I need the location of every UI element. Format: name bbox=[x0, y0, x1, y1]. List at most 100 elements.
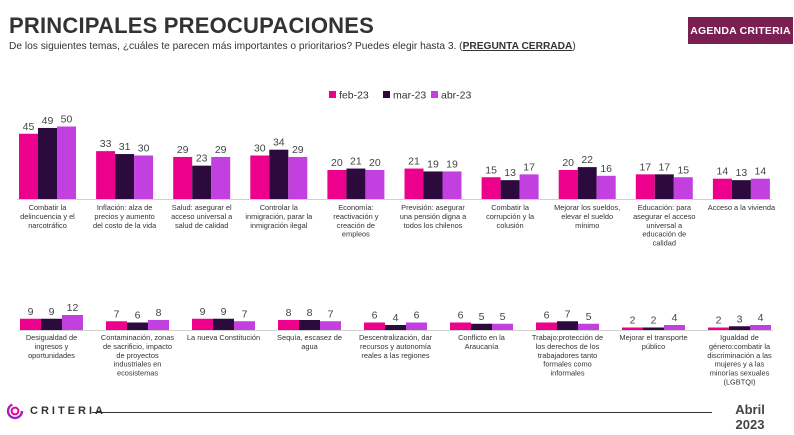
category-label-p2-c6: Conflicto en la Araucanía bbox=[458, 333, 506, 351]
data-label-abr-23-p2-c9: 4 bbox=[758, 312, 764, 324]
date-year: 2023 bbox=[735, 417, 765, 432]
data-label-mar-23-p1-c5: 21 bbox=[350, 156, 362, 168]
data-label-abr-23-p1-c4: 29 bbox=[292, 144, 304, 156]
bar-feb-23-p2-c4 bbox=[278, 320, 299, 330]
data-label-abr-23-p1-c6: 19 bbox=[446, 158, 458, 170]
legend-swatch-mar-23 bbox=[383, 91, 390, 98]
bar-abr-23-p1-c1 bbox=[57, 126, 76, 199]
data-label-abr-23-p1-c7: 17 bbox=[523, 161, 535, 173]
bar-feb-23-p2-c9 bbox=[708, 327, 729, 330]
bar-feb-23-p2-c8 bbox=[622, 327, 643, 330]
bar-abr-23-p1-c4 bbox=[288, 156, 308, 199]
criteria-logo-icon bbox=[6, 402, 24, 420]
bar-feb-23-p1-c5 bbox=[327, 170, 347, 199]
bar-mar-23-p2-c3 bbox=[213, 318, 234, 330]
category-label-p1-c2: Inflación: alza de precios y aumento del c… bbox=[93, 203, 157, 230]
bar-feb-23-p2-c7 bbox=[536, 322, 557, 330]
legend-swatch-feb-23 bbox=[329, 91, 336, 98]
data-label-abr-23-p1-c3: 29 bbox=[215, 144, 227, 156]
data-label-mar-23-p2-c7: 7 bbox=[565, 308, 571, 320]
legend-label-feb-23: feb-23 bbox=[339, 90, 369, 102]
data-label-abr-23-p1-c9: 15 bbox=[677, 164, 689, 176]
page-subtitle: De los siguientes temas, ¿cuáles te pare… bbox=[9, 41, 576, 52]
data-label-abr-23-p2-c8: 4 bbox=[672, 312, 678, 324]
data-label-abr-23-p1-c1: 50 bbox=[61, 114, 73, 126]
category-label-p1-c5: Economía: reactivación y creación de empleo… bbox=[333, 203, 378, 239]
data-label-feb-23-p1-c3: 29 bbox=[177, 144, 189, 156]
data-label-feb-23-p2-c6: 6 bbox=[458, 310, 464, 322]
bar-mar-23-p1-c6 bbox=[423, 171, 443, 199]
bar-mar-23-p1-c8 bbox=[577, 167, 597, 199]
data-label-feb-23-p2-c9: 2 bbox=[716, 315, 722, 327]
data-label-mar-23-p2-c2: 6 bbox=[135, 310, 141, 322]
data-label-feb-23-p1-c5: 20 bbox=[331, 157, 343, 169]
data-label-feb-23-p2-c7: 6 bbox=[544, 310, 550, 322]
date-month: Abril bbox=[735, 402, 765, 417]
bar-abr-23-p2-c6 bbox=[492, 323, 513, 330]
subtitle-emphasis: PREGUNTA CERRADA bbox=[462, 41, 573, 52]
data-label-mar-23-p2-c8: 2 bbox=[651, 315, 657, 327]
agenda-badge: AGENDA CRITERIA bbox=[688, 17, 793, 44]
data-label-mar-23-p2-c6: 5 bbox=[479, 311, 485, 323]
category-label-p2-c5: Descentralización, dar recursos y autonom… bbox=[359, 333, 433, 360]
bar-mar-23-p2-c8 bbox=[643, 327, 664, 330]
data-label-abr-23-p1-c5: 20 bbox=[369, 157, 381, 169]
data-label-feb-23-p2-c1: 9 bbox=[28, 306, 34, 318]
bar-abr-23-p1-c6 bbox=[442, 171, 462, 199]
bar-abr-23-p1-c5 bbox=[365, 170, 385, 199]
data-label-abr-23-p2-c6: 5 bbox=[500, 311, 506, 323]
category-label-p2-c3: La nueva Constitución bbox=[187, 333, 260, 342]
data-label-feb-23-p1-c1: 45 bbox=[23, 121, 35, 133]
data-label-mar-23-p1-c2: 31 bbox=[119, 141, 131, 153]
category-label-p2-c1: Desigualdad de ingresos y oportunidades bbox=[26, 333, 77, 360]
bar-feb-23-p1-c8 bbox=[558, 170, 578, 199]
criteria-logo: CRITERIA bbox=[6, 402, 106, 420]
bar-feb-23-p2-c1 bbox=[20, 318, 41, 330]
bar-abr-23-p2-c4 bbox=[320, 321, 341, 330]
data-label-abr-23-p2-c5: 6 bbox=[414, 310, 420, 322]
bar-feb-23-p1-c4 bbox=[250, 155, 270, 199]
category-label-p1-c8: Mejorar los sueldos, elevar el sueldo míni… bbox=[554, 203, 620, 230]
data-label-feb-23-p1-c10: 14 bbox=[717, 166, 729, 178]
data-label-abr-23-p1-c10: 14 bbox=[755, 166, 767, 178]
data-label-feb-23-p1-c6: 21 bbox=[408, 156, 420, 168]
bar-feb-23-p1-c3 bbox=[173, 156, 193, 199]
subtitle-end: ) bbox=[572, 41, 576, 52]
bar-mar-23-p2-c7 bbox=[557, 321, 578, 330]
category-label-p2-c4: Sequía, escasez de agua bbox=[277, 333, 342, 351]
data-label-feb-23-p1-c8: 20 bbox=[562, 157, 574, 169]
bar-feb-23-p2-c3 bbox=[192, 318, 213, 330]
data-label-feb-23-p1-c4: 30 bbox=[254, 143, 266, 155]
data-label-feb-23-p2-c2: 7 bbox=[114, 308, 120, 320]
bar-abr-23-p2-c5 bbox=[406, 322, 427, 330]
data-label-mar-23-p2-c5: 4 bbox=[393, 312, 399, 324]
data-label-mar-23-p1-c9: 17 bbox=[658, 161, 670, 173]
data-label-feb-23-p2-c4: 8 bbox=[286, 307, 292, 319]
bar-feb-23-p2-c2 bbox=[106, 321, 127, 330]
page-title: PRINCIPALES PREOCUPACIONES bbox=[9, 13, 374, 38]
data-label-feb-23-p2-c5: 6 bbox=[372, 310, 378, 322]
bar-abr-23-p2-c1 bbox=[62, 315, 83, 330]
bar-feb-23-p1-c10 bbox=[712, 178, 732, 199]
data-label-mar-23-p2-c9: 3 bbox=[737, 313, 743, 325]
bar-abr-23-p1-c10 bbox=[750, 178, 770, 199]
category-label-p2-c7: Trabajo:protección de los derechos de los… bbox=[532, 333, 603, 378]
bar-mar-23-p2-c2 bbox=[127, 322, 148, 330]
data-label-mar-23-p2-c3: 9 bbox=[221, 306, 227, 318]
data-label-mar-23-p1-c3: 23 bbox=[196, 153, 208, 165]
data-label-mar-23-p1-c8: 22 bbox=[581, 154, 593, 166]
category-label-p1-c3: Salud: asegurar el acceso universal a salu… bbox=[171, 203, 233, 230]
data-label-feb-23-p1-c7: 15 bbox=[485, 164, 497, 176]
data-label-abr-23-p2-c7: 5 bbox=[586, 311, 592, 323]
bar-mar-23-p1-c2 bbox=[115, 154, 135, 199]
bar-abr-23-p2-c3 bbox=[234, 321, 255, 330]
bar-abr-23-p2-c7 bbox=[578, 323, 599, 330]
data-label-mar-23-p1-c1: 49 bbox=[42, 115, 54, 127]
legend-label-mar-23: mar-23 bbox=[393, 90, 426, 102]
data-label-abr-23-p1-c2: 30 bbox=[138, 143, 150, 155]
category-label-p1-c4: Controlar la inmigración, parar la inmigra… bbox=[245, 203, 313, 230]
data-label-mar-23-p2-c1: 9 bbox=[49, 306, 55, 318]
data-label-mar-23-p1-c4: 34 bbox=[273, 137, 285, 149]
legend-label-abr-23: abr-23 bbox=[441, 90, 472, 102]
